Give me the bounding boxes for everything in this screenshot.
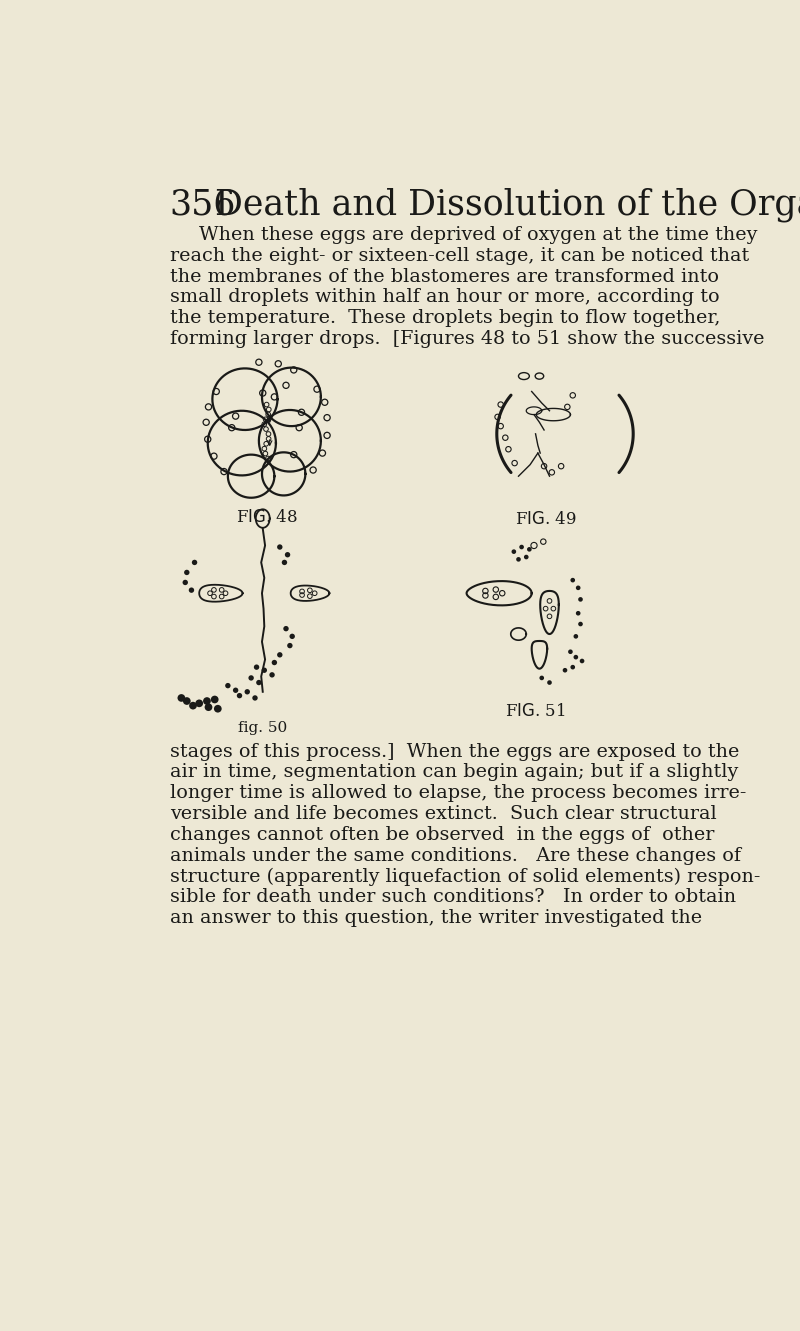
Circle shape (182, 580, 188, 586)
Text: F$\mathrm{IG}$. 48: F$\mathrm{IG}$. 48 (236, 508, 298, 526)
Circle shape (285, 552, 290, 558)
Circle shape (233, 688, 238, 693)
Text: small droplets within half an hour or more, according to: small droplets within half an hour or mo… (170, 289, 719, 306)
Circle shape (578, 598, 583, 602)
Circle shape (195, 700, 203, 707)
Text: F$\mathrm{IG}$. 49: F$\mathrm{IG}$. 49 (514, 511, 577, 528)
Circle shape (576, 611, 581, 615)
Circle shape (189, 701, 197, 709)
Text: changes cannot often be observed  in the eggs of  other: changes cannot often be observed in the … (170, 825, 714, 844)
Circle shape (570, 666, 575, 669)
Circle shape (277, 544, 282, 550)
Text: animals under the same conditions.   Are these changes of: animals under the same conditions. Are t… (170, 847, 741, 865)
Text: reach the eight- or sixteen-cell stage, it can be noticed that: reach the eight- or sixteen-cell stage, … (170, 246, 749, 265)
Circle shape (516, 558, 521, 562)
Circle shape (225, 683, 230, 688)
Text: structure (apparently liquefaction of solid elements) respon-: structure (apparently liquefaction of so… (170, 868, 760, 885)
Text: 356: 356 (170, 188, 236, 221)
Circle shape (562, 668, 567, 672)
Text: When these eggs are deprived of oxygen at the time they: When these eggs are deprived of oxygen a… (199, 226, 758, 244)
Text: F$\mathrm{IG}$. 51: F$\mathrm{IG}$. 51 (505, 703, 566, 720)
Circle shape (568, 650, 573, 654)
Circle shape (183, 697, 190, 705)
Circle shape (189, 587, 194, 592)
Circle shape (178, 693, 186, 701)
Circle shape (214, 705, 222, 712)
Circle shape (184, 570, 190, 575)
Circle shape (277, 652, 282, 658)
Circle shape (539, 676, 544, 680)
Text: the membranes of the blastomeres are transformed into: the membranes of the blastomeres are tra… (170, 268, 718, 286)
Circle shape (287, 643, 293, 648)
Circle shape (205, 703, 212, 711)
Circle shape (237, 693, 242, 699)
Text: stages of this process.]  When the eggs are exposed to the: stages of this process.] When the eggs a… (170, 743, 739, 760)
Circle shape (282, 560, 287, 566)
Text: an answer to this question, the writer investigated the: an answer to this question, the writer i… (170, 909, 702, 926)
Text: Death and Dissolution of the Organism: Death and Dissolution of the Organism (214, 188, 800, 222)
Text: sible for death under such conditions?   In order to obtain: sible for death under such conditions? I… (170, 888, 736, 906)
Circle shape (252, 695, 258, 700)
Circle shape (527, 547, 532, 551)
Circle shape (283, 626, 289, 631)
Circle shape (270, 672, 274, 677)
Circle shape (574, 655, 578, 659)
Circle shape (511, 550, 516, 554)
Circle shape (272, 660, 277, 666)
Text: forming larger drops.  [Figures 48 to 51 show the successive: forming larger drops. [Figures 48 to 51 … (170, 330, 764, 347)
Circle shape (574, 634, 578, 639)
Circle shape (256, 680, 262, 685)
Circle shape (290, 634, 295, 639)
Text: the temperature.  These droplets begin to flow together,: the temperature. These droplets begin to… (170, 309, 720, 327)
Circle shape (192, 560, 198, 566)
Circle shape (203, 697, 211, 705)
Circle shape (580, 659, 584, 663)
Circle shape (254, 664, 259, 669)
Circle shape (524, 555, 529, 559)
Circle shape (262, 668, 267, 673)
Circle shape (245, 689, 250, 695)
Circle shape (576, 586, 581, 590)
Text: longer time is allowed to elapse, the process becomes irre-: longer time is allowed to elapse, the pr… (170, 784, 746, 803)
Circle shape (547, 680, 552, 685)
Text: versible and life becomes extinct.  Such clear structural: versible and life becomes extinct. Such … (170, 805, 717, 823)
Text: air in time, segmentation can begin again; but if a slightly: air in time, segmentation can begin agai… (170, 764, 738, 781)
Circle shape (211, 696, 218, 703)
Text: fig. 50: fig. 50 (238, 721, 287, 735)
Circle shape (249, 675, 254, 680)
Circle shape (578, 622, 583, 627)
Circle shape (519, 544, 524, 550)
Circle shape (570, 578, 575, 583)
